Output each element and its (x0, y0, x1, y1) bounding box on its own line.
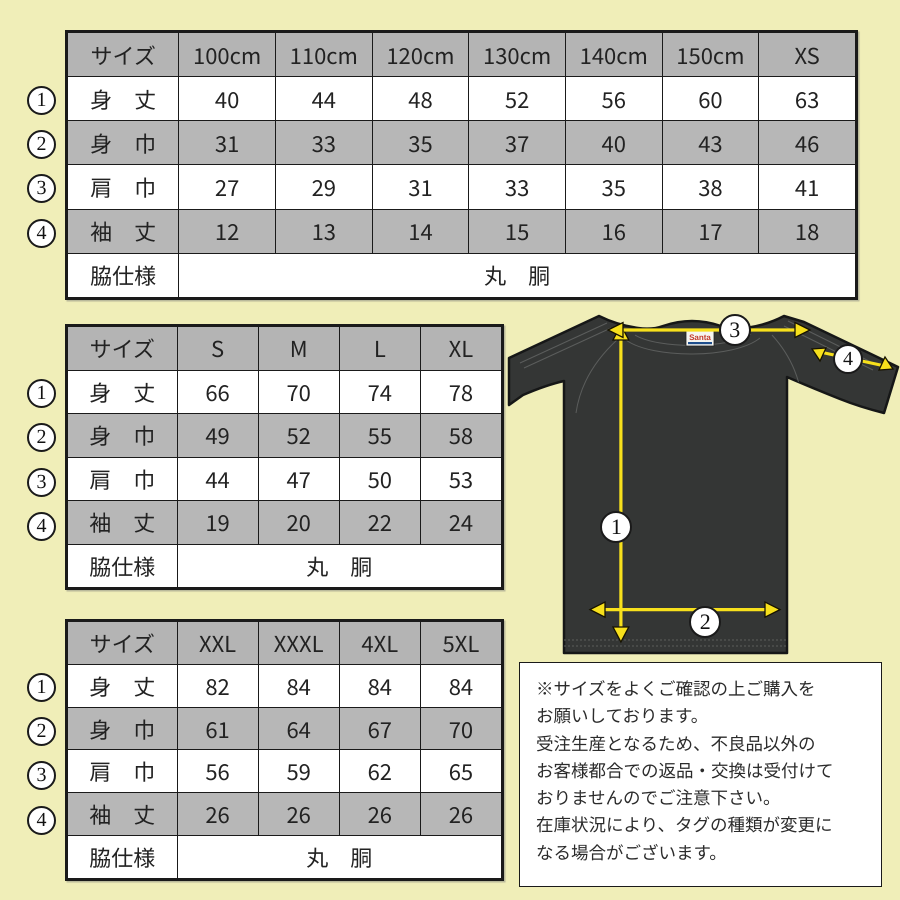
svg-text:Santa: Santa (689, 333, 711, 342)
